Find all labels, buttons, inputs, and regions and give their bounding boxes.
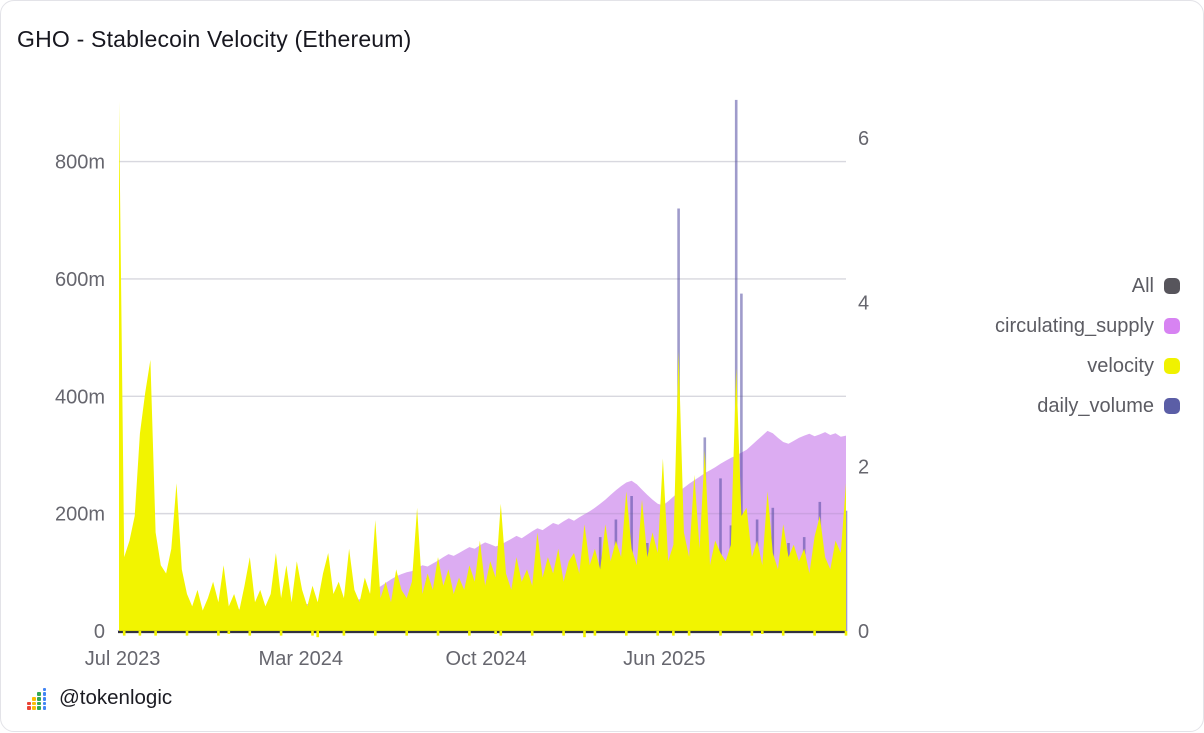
velocity-area	[813, 631, 816, 636]
velocity-area	[311, 631, 314, 636]
velocity-area	[687, 631, 691, 636]
legend: All circulating_supply velocity daily_volum…	[995, 273, 1180, 433]
legend-item-circulating-supply[interactable]: circulating_supply	[995, 313, 1180, 339]
y-axis-left-tick-label: 200m	[55, 504, 105, 526]
y-axis-right-tick-label: 6	[858, 128, 869, 150]
velocity-area	[227, 631, 231, 634]
velocity-area	[279, 631, 283, 636]
legend-label: circulating_supply	[995, 314, 1154, 337]
velocity-area	[494, 631, 497, 634]
velocity-area	[374, 631, 377, 636]
legend-item-all[interactable]: All	[995, 273, 1180, 299]
legend-item-daily-volume[interactable]: daily_volume	[995, 393, 1180, 419]
legend-swatch	[1164, 398, 1180, 414]
velocity-area	[625, 631, 628, 636]
x-axis-tick-label: Jul 2023	[85, 648, 161, 670]
velocity-area	[562, 631, 565, 636]
velocity-area	[342, 631, 346, 636]
x-axis-tick-label: Mar 2024	[259, 648, 344, 670]
y-axis-right-tick-label: 2	[858, 457, 869, 479]
velocity-area	[761, 631, 764, 634]
y-axis-left-tick-label: 400m	[55, 386, 105, 408]
y-axis-left-tick-label: 800m	[55, 152, 105, 174]
velocity-area	[154, 631, 157, 636]
velocity-area	[316, 631, 319, 638]
velocity-area	[583, 631, 586, 638]
velocity-area	[248, 631, 252, 636]
velocity-area	[217, 631, 220, 636]
legend-swatch	[1164, 278, 1180, 294]
legend-swatch	[1164, 358, 1180, 374]
legend-label: daily_volume	[1037, 394, 1154, 417]
x-axis-tick-label: Oct 2024	[446, 648, 527, 670]
velocity-area	[405, 631, 408, 636]
velocity-area	[844, 631, 848, 636]
daily-volume-bar[interactable]	[734, 99, 738, 631]
velocity-area	[750, 631, 754, 636]
watermark: @tokenlogic	[27, 686, 172, 710]
legend-label: All	[1131, 274, 1154, 297]
velocity-area	[185, 631, 189, 636]
velocity-area[interactable]	[119, 101, 846, 634]
velocity-area	[656, 631, 659, 636]
x-axis-tick-label: Jun 2025	[623, 648, 705, 670]
y-axis-left-tick-label: 600m	[55, 269, 105, 291]
y-axis-left-tick-label: 0	[94, 621, 105, 643]
velocity-area	[122, 631, 126, 636]
y-axis-right-tick-label: 0	[858, 621, 869, 643]
velocity-area	[593, 631, 597, 636]
velocity-area	[530, 631, 534, 636]
tokenlogic-logo-icon	[27, 686, 50, 710]
page-title: GHO - Stablecoin Velocity (Ethereum)	[17, 26, 412, 52]
velocity-area	[436, 631, 440, 636]
velocity-area	[672, 631, 675, 636]
velocity-area	[468, 631, 471, 636]
velocity-area	[781, 631, 785, 636]
legend-swatch	[1164, 318, 1180, 334]
legend-item-velocity[interactable]: velocity	[995, 353, 1180, 379]
watermark-handle: @tokenlogic	[59, 686, 173, 709]
velocity-area	[138, 631, 142, 636]
daily-volume-bar[interactable]	[740, 293, 743, 631]
velocity-area	[499, 631, 503, 636]
velocity-area	[719, 631, 722, 636]
y-axis-right-tick-label: 4	[858, 292, 869, 314]
legend-label: velocity	[1087, 354, 1154, 377]
